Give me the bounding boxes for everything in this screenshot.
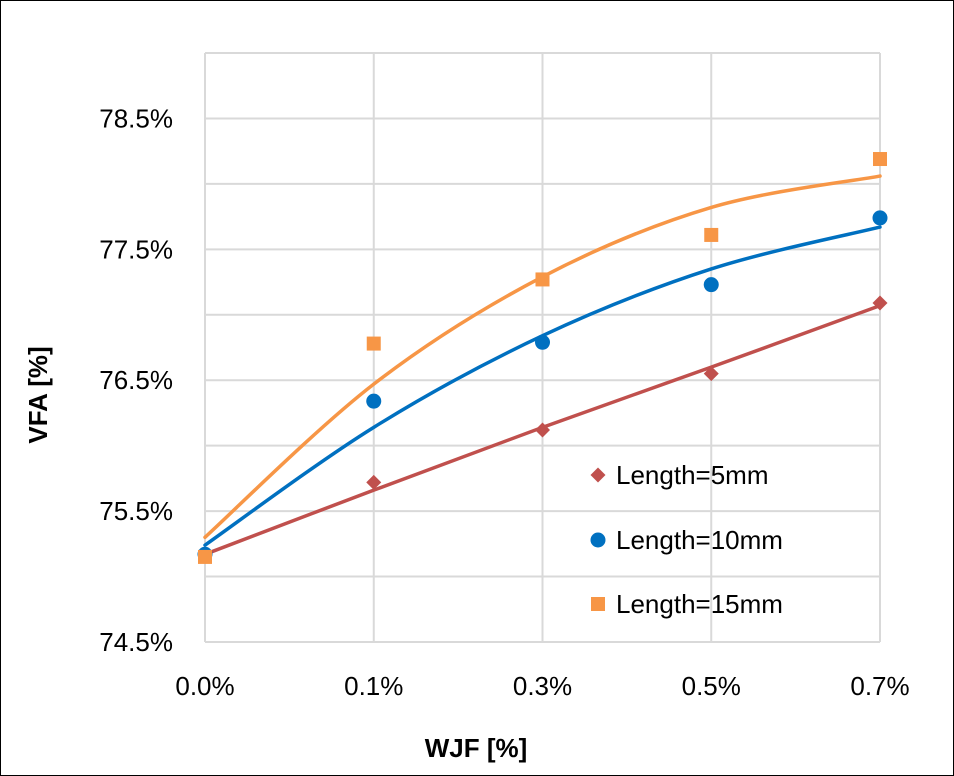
data-points bbox=[197, 152, 888, 564]
data-point-series-1 bbox=[535, 422, 550, 438]
x-axis-ticks: 0.0% 0.1% 0.3% 0.5% 0.7% bbox=[175, 671, 909, 701]
y-tick-label: 78.5% bbox=[99, 103, 173, 133]
y-tick-label: 77.5% bbox=[99, 234, 173, 264]
data-point-series-2 bbox=[535, 334, 550, 350]
x-tick-label: 0.5% bbox=[682, 671, 741, 701]
data-point-series-3 bbox=[535, 272, 550, 287]
legend-item-series-1: Length=5mm bbox=[590, 460, 768, 490]
data-point-series-2 bbox=[703, 277, 719, 293]
data-point-series-1 bbox=[703, 366, 719, 382]
legend-item-series-3: Length=15mm bbox=[591, 589, 783, 619]
x-tick-label: 0.0% bbox=[175, 671, 234, 701]
data-point-series-2 bbox=[872, 210, 888, 226]
x-axis-title: WJF [%] bbox=[425, 733, 528, 763]
data-point-series-3 bbox=[366, 336, 381, 351]
y-axis-ticks: 74.5% 75.5% 76.5% 77.5% 78.5% bbox=[99, 103, 173, 657]
legend-marker-diamond bbox=[590, 467, 606, 483]
y-tick-label: 75.5% bbox=[99, 496, 173, 526]
data-point-series-2 bbox=[366, 393, 382, 409]
x-tick-label: 0.1% bbox=[344, 671, 403, 701]
legend-label: Length=10mm bbox=[616, 525, 783, 555]
data-point-series-1 bbox=[872, 295, 888, 311]
y-tick-label: 74.5% bbox=[99, 627, 173, 657]
x-tick-label: 0.3% bbox=[513, 671, 572, 701]
x-tick-label: 0.7% bbox=[850, 671, 909, 701]
legend-marker-square bbox=[591, 597, 605, 611]
data-point-series-1 bbox=[366, 474, 382, 490]
data-point-series-3 bbox=[704, 227, 719, 242]
legend-label: Length=15mm bbox=[616, 589, 783, 619]
legend-label: Length=5mm bbox=[616, 460, 768, 490]
y-axis-title: VFA [%] bbox=[23, 346, 53, 443]
legend-item-series-2: Length=10mm bbox=[590, 525, 783, 555]
data-point-series-3 bbox=[873, 152, 887, 167]
legend: Length=5mm Length=10mm Length=15mm bbox=[590, 460, 783, 619]
y-tick-label: 76.5% bbox=[99, 365, 173, 395]
data-point-series-3 bbox=[198, 549, 212, 564]
legend-marker-circle bbox=[590, 532, 606, 548]
